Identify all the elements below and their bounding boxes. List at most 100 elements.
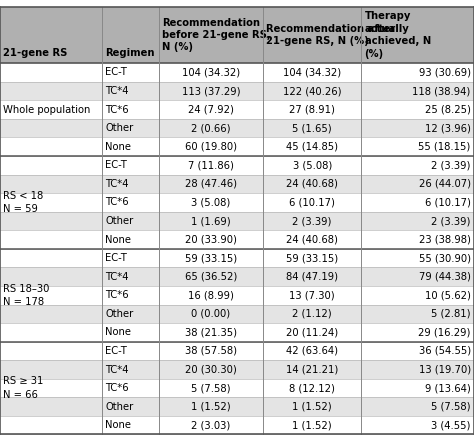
Text: 24 (40.68): 24 (40.68) [286,235,338,244]
Text: 60 (19.80): 60 (19.80) [185,142,237,152]
Text: 3 (5.08): 3 (5.08) [191,198,230,207]
Text: 10 (5.62): 10 (5.62) [425,290,471,300]
Bar [0,416,474,434]
Text: Other: Other [105,309,134,319]
Text: 118 (38.94): 118 (38.94) [412,86,471,96]
Text: 20 (11.24): 20 (11.24) [286,328,338,337]
Text: 5 (2.81): 5 (2.81) [431,309,471,319]
Text: 2 (3.39): 2 (3.39) [431,216,471,226]
Text: 20 (33.90): 20 (33.90) [185,235,237,244]
Text: 23 (38.98): 23 (38.98) [419,235,471,244]
Text: 79 (44.38): 79 (44.38) [419,272,471,282]
Bar [0,342,474,360]
Bar [0,323,474,342]
Bar [0,230,474,249]
Text: 5 (7.58): 5 (7.58) [431,402,471,412]
Text: Other: Other [105,402,134,412]
Text: Recommendation after
21-gene RS, N (%): Recommendation after 21-gene RS, N (%) [266,24,396,46]
Text: Other: Other [105,216,134,226]
Text: 2 (1.12): 2 (1.12) [292,309,332,319]
Text: 5 (1.65): 5 (1.65) [292,123,332,133]
Bar [0,193,474,212]
Text: 28 (47.46): 28 (47.46) [185,179,237,189]
Text: TC*4: TC*4 [105,179,129,189]
Text: Other: Other [105,123,134,133]
Text: 1 (1.69): 1 (1.69) [191,216,231,226]
Bar [0,156,474,175]
Bar [0,137,474,156]
Text: TC*6: TC*6 [105,383,129,393]
Text: 21-gene RS: 21-gene RS [3,48,68,58]
Text: RS < 18
N = 59: RS < 18 N = 59 [3,191,44,214]
Bar [0,119,474,137]
Text: 84 (47.19): 84 (47.19) [286,272,338,282]
Text: 13 (19.70): 13 (19.70) [419,365,471,374]
Bar [0,267,474,286]
Text: 59 (33.15): 59 (33.15) [185,253,237,263]
Bar [0,305,474,323]
Text: 45 (14.85): 45 (14.85) [286,142,338,152]
Text: 55 (30.90): 55 (30.90) [419,253,471,263]
Text: 38 (21.35): 38 (21.35) [185,328,237,337]
Text: 24 (7.92): 24 (7.92) [188,105,234,114]
Text: 16 (8.99): 16 (8.99) [188,290,234,300]
Bar [0,63,474,82]
Text: 14 (21.21): 14 (21.21) [286,365,338,374]
Text: TC*6: TC*6 [105,198,129,207]
Text: 1 (1.52): 1 (1.52) [292,402,332,412]
Text: 7 (11.86): 7 (11.86) [188,160,234,170]
Text: TC*6: TC*6 [105,290,129,300]
Text: 2 (3.39): 2 (3.39) [292,216,332,226]
Bar [0,286,474,305]
Text: 1 (1.52): 1 (1.52) [292,420,332,430]
Text: 2 (3.03): 2 (3.03) [191,420,230,430]
Bar [0,249,474,267]
Bar [0,397,474,416]
Text: 55 (18.15): 55 (18.15) [419,142,471,152]
Text: 6 (10.17): 6 (10.17) [289,198,335,207]
Text: EC-T: EC-T [105,253,127,263]
Text: 3 (5.08): 3 (5.08) [292,160,332,170]
Text: Therapy
actually
achieved, N
(%): Therapy actually achieved, N (%) [365,11,431,58]
Text: 12 (3.96): 12 (3.96) [425,123,471,133]
Text: 113 (37.29): 113 (37.29) [182,86,240,96]
Text: EC-T: EC-T [105,160,127,170]
Text: 38 (57.58): 38 (57.58) [185,346,237,356]
Text: Regimen: Regimen [105,48,155,58]
Text: EC-T: EC-T [105,346,127,356]
Text: None: None [105,142,131,152]
Text: Recommendation
before 21-gene RS,
N (%): Recommendation before 21-gene RS, N (%) [162,18,271,52]
Text: 5 (7.58): 5 (7.58) [191,383,231,393]
Text: 8 (12.12): 8 (12.12) [289,383,335,393]
Text: 59 (33.15): 59 (33.15) [286,253,338,263]
Text: TC*4: TC*4 [105,365,129,374]
Bar [0,212,474,230]
Text: 13 (7.30): 13 (7.30) [289,290,335,300]
Text: 24 (40.68): 24 (40.68) [286,179,338,189]
Bar [0,82,474,100]
Text: 6 (10.17): 6 (10.17) [425,198,471,207]
Text: 25 (8.25): 25 (8.25) [425,105,471,114]
Text: EC-T: EC-T [105,68,127,77]
Text: 2 (3.39): 2 (3.39) [431,160,471,170]
Text: 93 (30.69): 93 (30.69) [419,68,471,77]
Text: Whole population: Whole population [3,105,91,114]
Text: 3 (4.55): 3 (4.55) [431,420,471,430]
Text: None: None [105,420,131,430]
Text: RS 18–30
N = 178: RS 18–30 N = 178 [3,284,50,307]
Text: 27 (8.91): 27 (8.91) [289,105,335,114]
Text: 26 (44.07): 26 (44.07) [419,179,471,189]
Text: 42 (63.64): 42 (63.64) [286,346,338,356]
Bar [0,100,474,119]
Text: 0 (0.00): 0 (0.00) [191,309,230,319]
Text: 2 (0.66): 2 (0.66) [191,123,231,133]
Text: 36 (54.55): 36 (54.55) [419,346,471,356]
Text: 65 (36.52): 65 (36.52) [185,272,237,282]
Text: 1 (1.52): 1 (1.52) [191,402,231,412]
Text: 122 (40.26): 122 (40.26) [283,86,341,96]
Text: 9 (13.64): 9 (13.64) [425,383,471,393]
Bar [0,175,474,193]
Text: None: None [105,328,131,337]
Text: 20 (30.30): 20 (30.30) [185,365,237,374]
Text: 29 (16.29): 29 (16.29) [419,328,471,337]
